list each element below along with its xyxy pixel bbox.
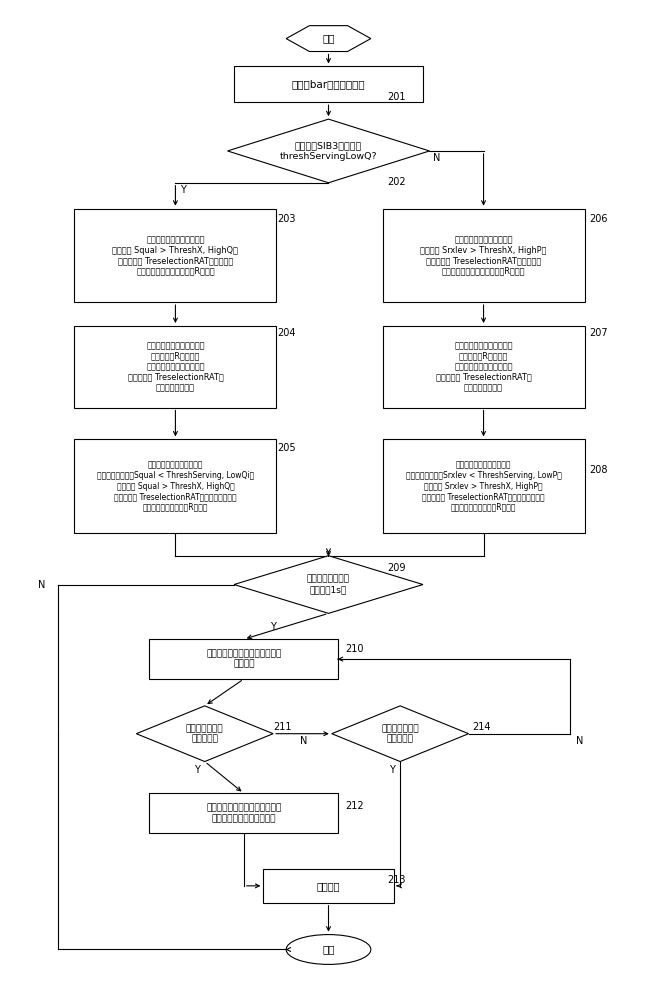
Text: 评估低优先级频点的小区：
如果服务小区满足Srxlev < ThreshServing, LowP；
选出满足 Srxlev > ThreshX, HighP，: 评估低优先级频点的小区： 如果服务小区满足Srxlev < ThreshServ…: [405, 461, 562, 511]
Text: 211: 211: [273, 722, 292, 732]
Text: 202: 202: [387, 177, 406, 187]
Text: Y: Y: [180, 185, 186, 195]
FancyBboxPatch shape: [382, 439, 585, 533]
Text: 评估同优先级频点的小区：
对小区进行R值排序；
选出排序在服务小区前面，
且持续时长 TreselectionRAT的
小区作为候选小区: 评估同优先级频点的小区： 对小区进行R值排序； 选出排序在服务小区前面， 且持续…: [436, 341, 532, 392]
Text: 214: 214: [472, 722, 490, 732]
Polygon shape: [234, 556, 423, 613]
Text: 是否所有频点都
已经遍历？: 是否所有频点都 已经遍历？: [381, 724, 419, 743]
Text: Y: Y: [390, 765, 396, 775]
FancyBboxPatch shape: [74, 209, 277, 302]
Text: 206: 206: [589, 214, 608, 224]
Polygon shape: [332, 706, 468, 762]
FancyBboxPatch shape: [149, 793, 338, 833]
FancyBboxPatch shape: [149, 639, 338, 679]
Text: Y: Y: [194, 765, 200, 775]
FancyBboxPatch shape: [382, 209, 585, 302]
Text: N: N: [38, 580, 45, 590]
Text: 201: 201: [387, 92, 405, 102]
FancyBboxPatch shape: [382, 326, 585, 408]
FancyBboxPatch shape: [234, 66, 423, 102]
Text: 该频点上是否有
候选小区？: 该频点上是否有 候选小区？: [186, 724, 223, 743]
Text: 209: 209: [387, 563, 405, 573]
Text: Y: Y: [270, 622, 276, 632]
Text: N: N: [300, 736, 307, 746]
Text: 评估同优先级频点的小区：
对小区进行R值排序；
选出排序在服务小区前面，
且持续时长 TreselectionRAT的
小区作为候选小区: 评估同优先级频点的小区： 对小区进行R值排序； 选出排序在服务小区前面， 且持续…: [127, 341, 223, 392]
FancyBboxPatch shape: [74, 439, 277, 533]
Polygon shape: [286, 26, 371, 52]
Polygon shape: [227, 119, 430, 183]
Text: 评估低优先级频点的小区：
如果服务小区满足Squal < ThreshServing, LowQi；
选出满足 Squal > ThreshX, HighQ，
: 评估低优先级频点的小区： 如果服务小区满足Squal < ThreshServi…: [97, 461, 254, 511]
Text: 按照频点优先级由高到底的顺序
遍历频点: 按照频点优先级由高到底的顺序 遍历频点: [206, 649, 281, 669]
Text: 开始: 开始: [322, 34, 335, 44]
Text: 208: 208: [589, 465, 608, 475]
Text: N: N: [576, 736, 583, 746]
Text: 选择候选小区中排在最前面的一
个小区，作为重选目标小区: 选择候选小区中排在最前面的一 个小区，作为重选目标小区: [206, 804, 281, 823]
Text: 服务小区SIB3中是否有
threshServingLowQ?: 服务小区SIB3中是否有 threshServingLowQ?: [280, 141, 377, 161]
Text: 滤除被bar的频点及小区: 滤除被bar的频点及小区: [292, 79, 365, 89]
FancyBboxPatch shape: [74, 326, 277, 408]
Text: 212: 212: [345, 801, 363, 811]
Text: 服务小区驻留时长
是否超过1s？: 服务小区驻留时长 是否超过1s？: [307, 575, 350, 594]
Text: N: N: [433, 153, 440, 163]
Polygon shape: [136, 706, 273, 762]
Ellipse shape: [286, 935, 371, 964]
Text: 发起重选: 发起重选: [317, 881, 340, 891]
Text: 213: 213: [387, 875, 405, 885]
FancyBboxPatch shape: [263, 869, 394, 903]
Text: 210: 210: [345, 644, 363, 654]
Text: 评估高优先级频点的小区：
选出满足 Squal > ThreshX, HighQ，
且持续时长 TreselectionRAT小区作为候
选小区；并对候选小区进: 评估高优先级频点的小区： 选出满足 Squal > ThreshX, HighQ…: [112, 235, 238, 275]
Text: 203: 203: [278, 214, 296, 224]
Text: 207: 207: [589, 328, 608, 338]
Text: 结束: 结束: [322, 944, 335, 954]
Text: 205: 205: [278, 443, 296, 453]
Text: 评估高优先级频点的小区：
选出满足 Srxlev > ThreshX, HighP，
且持续时长 TreselectionRAT的小区作为
候选小区；并对候选小: 评估高优先级频点的小区： 选出满足 Srxlev > ThreshX, High…: [420, 235, 547, 275]
Text: 204: 204: [278, 328, 296, 338]
